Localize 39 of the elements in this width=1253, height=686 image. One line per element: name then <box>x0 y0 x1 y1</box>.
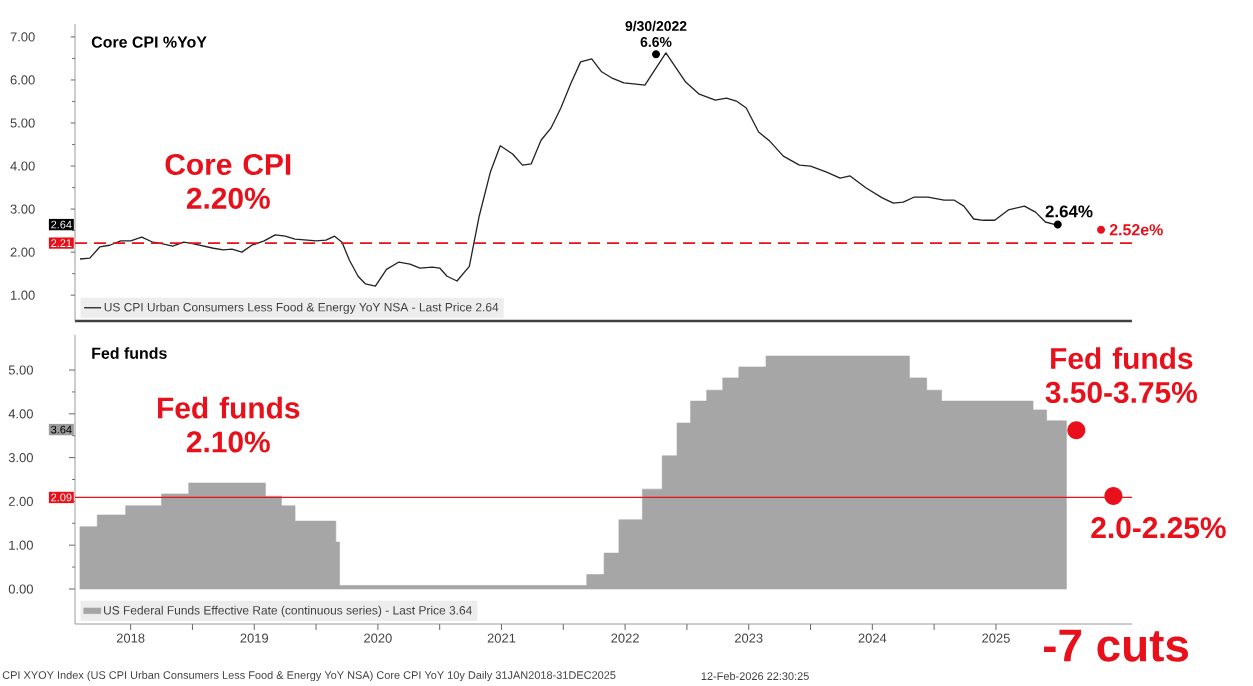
x-tick-label: 2020 <box>364 633 392 643</box>
y-tick-label: 1.00 <box>9 540 33 550</box>
y-tick-label: 5.00 <box>10 118 35 128</box>
y-tick-label: 6.00 <box>10 75 35 85</box>
text: 2.64 <box>51 220 72 229</box>
y-tick-label: 3.00 <box>8 453 33 463</box>
x-tick-label: 2025 <box>982 633 1010 643</box>
text: CPI XYOY Index (US CPI Urban Consumers Less Food & Energy YoY NSA) Core CPI YoY 10y Daily 31JAN2018-31DEC2025 <box>2 670 616 682</box>
ref-line-label: 2.21 <box>51 239 72 247</box>
y-tick-label: 2.00 <box>10 247 35 257</box>
legend-label: US CPI Urban Consumers Less Food & Energy YoY NSA - Last Price 2.64 <box>104 302 499 314</box>
annotation: 2.52e% <box>1109 224 1163 236</box>
annotation: Core CPI 2.20% <box>165 153 291 209</box>
text: Fed funds <box>92 347 167 359</box>
y-tick-label: 7.00 <box>10 32 35 42</box>
text: Core CPI %YoY <box>91 36 207 48</box>
x-tick-label: 2021 <box>487 633 516 643</box>
x-tick-label: 2018 <box>116 633 145 643</box>
x-tick-label: 2022 <box>611 633 639 643</box>
y-tick-label: 2.00 <box>8 496 33 506</box>
annotation: 2.0-2.25% <box>1091 517 1226 539</box>
annotation: Fed funds 2.10% <box>158 396 300 453</box>
y-tick-label: 0.00 <box>8 584 33 594</box>
annotation: 9/30/2022 6.6% <box>625 20 687 47</box>
y-tick-label: 4.00 <box>10 161 35 171</box>
x-tick-label: 2023 <box>734 633 763 643</box>
y-tick-label: 4.00 <box>8 409 33 419</box>
text: -7 cuts <box>1044 629 1189 662</box>
y-tick-label: 1.00 <box>11 290 35 300</box>
x-tick-label: 2019 <box>240 633 269 643</box>
annotation: 2.64% <box>1045 205 1093 218</box>
ref-line-label: 2.09 <box>51 493 72 502</box>
x-tick-label: 2024 <box>858 633 887 643</box>
text: 3.64 <box>51 425 72 434</box>
legend-label: US Federal Funds Effective Rate (continuous series) - Last Price 3.64 <box>104 605 472 617</box>
annotation: Fed funds 3.50-3.75% <box>1045 347 1197 404</box>
text: 12-Feb-2026 22:30:25 <box>701 672 809 681</box>
y-tick-label: 3.00 <box>10 204 35 214</box>
y-tick-label: 5.00 <box>8 365 33 375</box>
